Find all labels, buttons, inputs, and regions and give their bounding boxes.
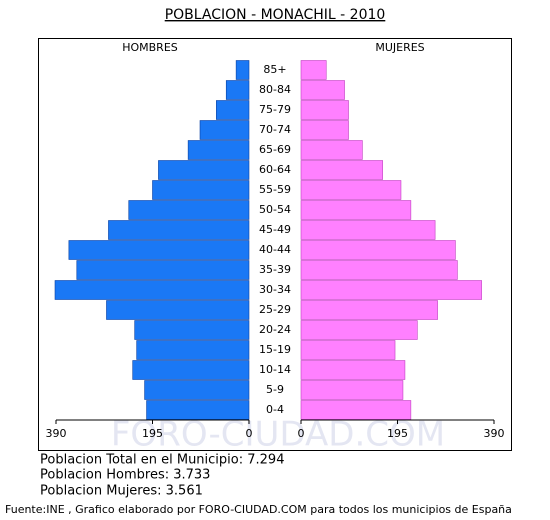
age-label: 30-34 <box>259 283 291 296</box>
bar-men <box>216 100 250 120</box>
age-label: 25-29 <box>259 303 291 316</box>
bar-women <box>300 240 456 260</box>
bar-men <box>54 280 250 300</box>
info-total: Poblacion Total en el Municipio: 7.294 <box>40 453 284 468</box>
age-label: 20-24 <box>259 323 291 336</box>
x-tick-label: 195 <box>387 427 408 440</box>
x-tick-label: 195 <box>142 427 163 440</box>
watermark: FORO-CIUDAD.COM <box>111 415 445 455</box>
info-men: Poblacion Hombres: 3.733 <box>40 468 210 483</box>
bar-men <box>106 300 250 320</box>
bar-women <box>300 100 349 120</box>
age-label: 45-49 <box>259 223 291 236</box>
bar-women <box>300 160 383 180</box>
age-label: 10-14 <box>259 363 291 376</box>
bar-women <box>300 220 436 240</box>
age-label: 75-79 <box>259 103 291 116</box>
age-label: 55-59 <box>259 183 291 196</box>
bar-women <box>300 80 345 100</box>
age-label: 70-74 <box>259 123 291 136</box>
bar-women <box>300 180 402 200</box>
bar-men <box>187 140 250 160</box>
bar-men <box>76 260 250 280</box>
bar-men <box>199 120 250 140</box>
bar-women <box>300 300 438 320</box>
bar-women <box>300 200 412 220</box>
bar-men <box>158 160 250 180</box>
age-label: 5-9 <box>266 383 284 396</box>
bar-men <box>146 400 250 420</box>
age-label: 0-4 <box>266 403 284 416</box>
age-label: 40-44 <box>259 243 291 256</box>
x-tick-label: 390 <box>484 427 505 440</box>
legend-men: HOMBRES <box>122 41 178 54</box>
bar-men <box>132 360 250 380</box>
bar-women <box>300 360 406 380</box>
bar-women <box>300 380 404 400</box>
age-label: 50-54 <box>259 203 291 216</box>
age-label: 15-19 <box>259 343 291 356</box>
bar-men <box>136 340 250 360</box>
bar-women <box>300 60 327 80</box>
bar-men <box>235 60 250 80</box>
x-tick-label: 390 <box>46 427 67 440</box>
bar-women <box>300 140 363 160</box>
bar-women <box>300 280 482 300</box>
age-label: 80-84 <box>259 83 291 96</box>
bar-men <box>108 220 250 240</box>
bar-women <box>300 260 458 280</box>
age-label: 65-69 <box>259 143 291 156</box>
bar-men <box>152 180 250 200</box>
bar-men <box>134 320 250 340</box>
bar-men <box>68 240 250 260</box>
bar-women <box>300 400 412 420</box>
bar-men <box>128 200 250 220</box>
bar-men <box>225 80 250 100</box>
age-label: 35-39 <box>259 263 291 276</box>
info-women: Poblacion Mujeres: 3.561 <box>40 484 203 499</box>
bar-women <box>300 120 349 140</box>
chart-frame <box>38 38 512 451</box>
x-tick-label: 0 <box>298 427 305 440</box>
age-label: 60-64 <box>259 163 291 176</box>
bar-women <box>300 340 396 360</box>
chart-title: POBLACION - MONACHIL - 2010 <box>165 7 386 23</box>
bar-women <box>300 320 418 340</box>
bar-men <box>144 380 250 400</box>
age-label: 85+ <box>263 63 286 76</box>
legend-women: MUJERES <box>375 41 424 54</box>
source: Fuente:INE , Grafico elaborado por FORO-… <box>5 503 512 516</box>
x-tick-label: 0 <box>246 427 253 440</box>
